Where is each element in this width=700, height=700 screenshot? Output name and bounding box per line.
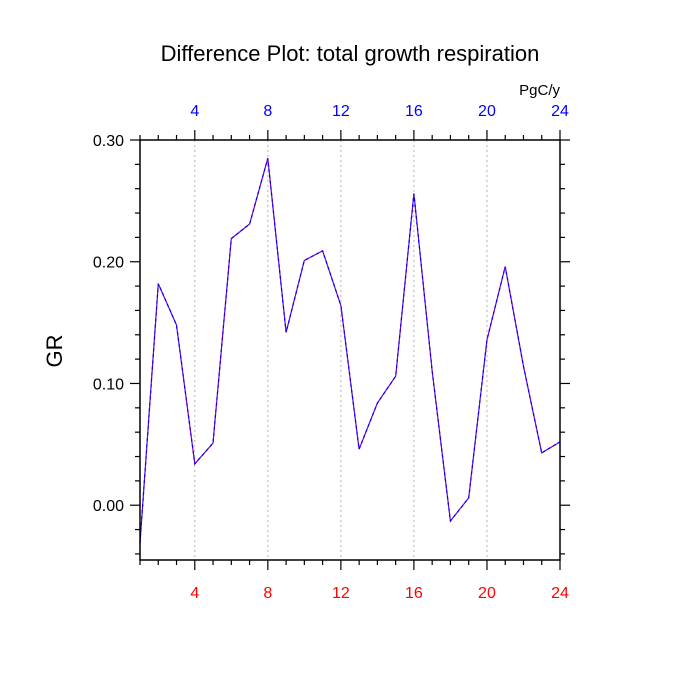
gridlines (194, 140, 488, 560)
y-tick-label: 0.00 (93, 498, 124, 515)
x-tick-label-top: 8 (263, 103, 272, 120)
series-line-path (139, 158, 561, 544)
units-label: PgC/y (519, 82, 560, 99)
x-tick-label-bottom: 20 (478, 585, 496, 602)
x-tick-label-bottom: 12 (332, 585, 350, 602)
x-tick-label-top: 24 (551, 103, 569, 120)
x-tick-label-top: 20 (478, 103, 496, 120)
y-axis-label: GR (42, 335, 67, 368)
tick-labels: 0.00 0.10 0.20 0.30 4 4 8 8 12 12 16 16 20 20 24 24 (93, 103, 569, 602)
chart-title: Difference Plot: total growth respiratio… (161, 41, 540, 66)
x-tick-label-bottom: 24 (551, 585, 569, 602)
y-tick-label: 0.20 (93, 255, 124, 272)
y-tick-label: 0.10 (93, 376, 124, 393)
y-tick-label: 0.30 (93, 133, 124, 150)
x-tick-label-top: 16 (405, 103, 423, 120)
x-tick-label-bottom: 4 (190, 585, 199, 602)
series-line-dash (139, 158, 561, 544)
x-tick-label-top: 12 (332, 103, 350, 120)
series-line (139, 158, 561, 544)
x-tick-label-bottom: 16 (405, 585, 423, 602)
plot-frame (139, 139, 561, 561)
x-tick-label-bottom: 8 (263, 585, 272, 602)
x-tick-label-top: 4 (190, 103, 199, 120)
axis-ticks (130, 130, 570, 570)
